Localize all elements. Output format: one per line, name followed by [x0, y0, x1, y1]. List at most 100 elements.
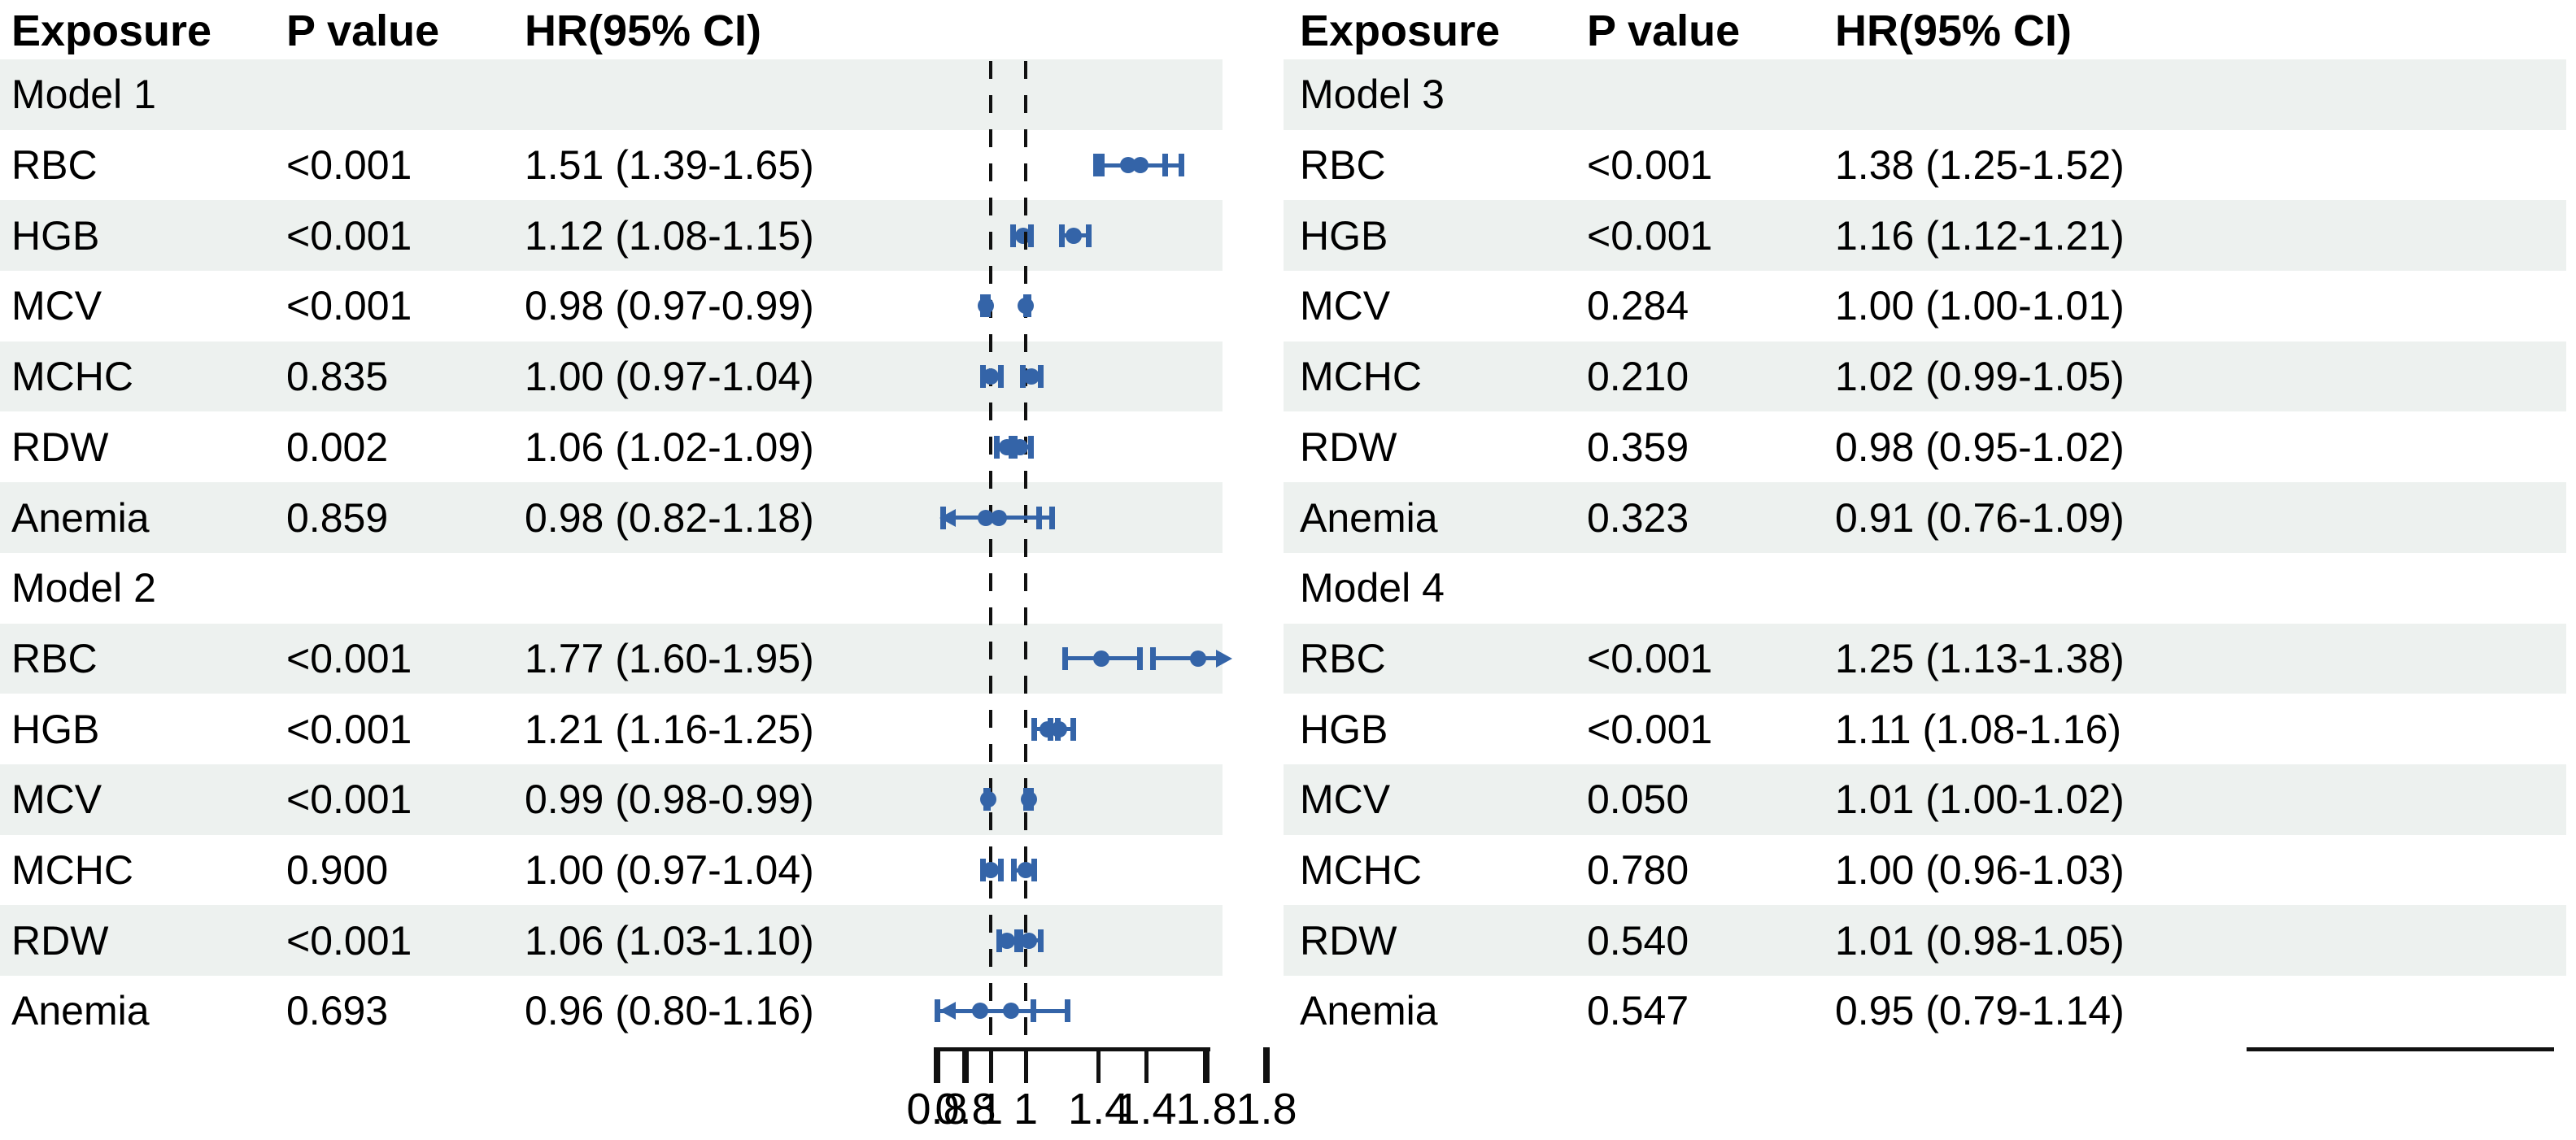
exposure-label: Anemia — [1300, 494, 1438, 541]
hr-ci-text: 1.00 (1.00-1.01) — [1835, 283, 2125, 329]
hr-point-estimate — [1020, 932, 1037, 949]
hr-point-estimate — [1023, 368, 1040, 385]
row-stripe — [1284, 905, 2566, 977]
ci-left-cap — [1093, 154, 1100, 177]
hr-ci-text: 1.00 (0.97-1.04) — [525, 354, 814, 400]
row-stripe — [0, 59, 1223, 130]
column-header-pvalue: P value — [286, 7, 440, 55]
p-value: <0.001 — [286, 212, 412, 259]
column-header-exposure: Exposure — [1300, 7, 1501, 55]
p-value: 0.540 — [1587, 917, 1689, 964]
ci-right-cap — [1028, 435, 1035, 459]
ci-right-cap — [1070, 717, 1077, 741]
ci-right-cap — [1049, 506, 1056, 529]
exposure-label: Anemia — [11, 494, 150, 541]
column-header-hr: HR(95% CI) — [525, 7, 762, 55]
exposure-label: MCHC — [11, 847, 133, 894]
ci-left-cap — [1031, 717, 1038, 741]
p-value: 0.359 — [1587, 424, 1689, 470]
hr-ci-text: 0.95 (0.79-1.14) — [1835, 988, 2125, 1034]
hr-ci-text: 1.21 (1.16-1.25) — [525, 706, 814, 752]
ci-left-cap — [1149, 646, 1156, 670]
exposure-label: RDW — [11, 917, 109, 964]
hr-ci-text: 1.12 (1.08-1.15) — [525, 212, 814, 259]
ci-left-cap — [935, 999, 940, 1023]
hr-ci-text: 1.06 (1.03-1.10) — [525, 917, 814, 964]
hr-ci-text: 1.11 (1.08-1.16) — [1835, 706, 2122, 752]
ci-right-cap — [1037, 929, 1044, 952]
hr-ci-text: 1.02 (0.99-1.05) — [1835, 354, 2125, 400]
ci-left-cap — [1098, 154, 1105, 177]
hr-ci-text: 1.01 (0.98-1.05) — [1835, 917, 2125, 964]
column-header-pvalue: P value — [1587, 7, 1741, 55]
ci-right-cap — [1085, 224, 1092, 247]
hr-ci-text: 1.77 (1.60-1.95) — [525, 635, 814, 681]
exposure-label: HGB — [11, 706, 100, 752]
row-stripe — [1284, 341, 2566, 412]
p-value: 0.050 — [1587, 777, 1689, 823]
ci-right-arrow — [1216, 649, 1232, 668]
hr-point-estimate — [1011, 438, 1028, 455]
x-axis-tick-label: 1 — [1013, 1085, 1039, 1133]
hr-ci-text: 0.98 (0.95-1.02) — [1835, 424, 2125, 470]
ci-left-cap — [993, 435, 1000, 459]
hr-ci-text: 0.91 (0.76-1.09) — [1835, 494, 2125, 541]
exposure-label: MCV — [11, 777, 102, 823]
hr-ci-text: 1.51 (1.39-1.65) — [525, 142, 814, 189]
ci-right-cap — [1179, 154, 1185, 177]
hr-point-estimate — [979, 791, 996, 808]
hr-ci-text: 1.16 (1.12-1.21) — [1835, 212, 2125, 259]
ci-left-arrow — [939, 508, 956, 527]
ci-right-cap — [1136, 646, 1143, 670]
exposure-label: HGB — [1300, 706, 1388, 752]
hr-point-estimate — [983, 368, 1000, 385]
ci-left-cap — [1009, 224, 1016, 247]
reference-line — [989, 61, 993, 1047]
hr-point-estimate — [1190, 650, 1207, 667]
x-axis-line — [2247, 1047, 2554, 1051]
p-value: <0.001 — [286, 142, 412, 189]
x-axis-tick-label: 1.8 — [1175, 1085, 1237, 1133]
p-value: <0.001 — [286, 917, 412, 964]
ci-left-cap — [1062, 646, 1069, 670]
ci-right-cap — [998, 365, 1005, 389]
exposure-label: RBC — [11, 142, 98, 189]
ci-right-cap — [998, 859, 1005, 882]
p-value: 0.900 — [286, 847, 389, 894]
row-stripe — [1284, 764, 2566, 835]
hr-ci-text: 1.25 (1.13-1.38) — [1835, 635, 2125, 681]
group-label: Model 3 — [1300, 72, 1445, 118]
hr-point-estimate — [977, 298, 994, 315]
x-axis-tick-label: 1 — [979, 1085, 1004, 1133]
hr-ci-text: 0.99 (0.98-0.99) — [525, 777, 814, 823]
x-axis-tick — [1023, 1047, 1028, 1083]
group-label: Model 4 — [1300, 565, 1445, 611]
row-stripe — [0, 623, 1223, 694]
exposure-label: MCHC — [11, 354, 133, 400]
exposure-label: RDW — [1300, 917, 1397, 964]
hr-point-estimate — [1018, 298, 1034, 315]
p-value: 0.210 — [1587, 354, 1689, 400]
p-value: 0.323 — [1587, 494, 1689, 541]
x-axis-tick — [1144, 1047, 1149, 1083]
x-axis-tick — [1263, 1047, 1270, 1083]
hr-point-estimate — [1020, 791, 1037, 808]
p-value: <0.001 — [1587, 635, 1713, 681]
hr-ci-text: 0.98 (0.82-1.18) — [525, 494, 814, 541]
hr-point-estimate — [983, 862, 1000, 879]
x-axis-tick — [1203, 1047, 1210, 1083]
x-axis-line — [935, 1047, 1210, 1051]
ci-left-cap — [1008, 435, 1014, 459]
exposure-label: RDW — [11, 424, 109, 470]
hr-point-estimate — [1050, 720, 1067, 738]
hr-ci-text: 1.00 (0.96-1.03) — [1835, 847, 2125, 894]
x-axis-tick — [988, 1047, 993, 1083]
hr-ci-text: 0.98 (0.97-0.99) — [525, 283, 814, 329]
hr-ci-text: 1.06 (1.02-1.09) — [525, 424, 814, 470]
p-value: 0.002 — [286, 424, 389, 470]
row-stripe — [1284, 482, 2566, 553]
row-stripe — [0, 341, 1223, 412]
